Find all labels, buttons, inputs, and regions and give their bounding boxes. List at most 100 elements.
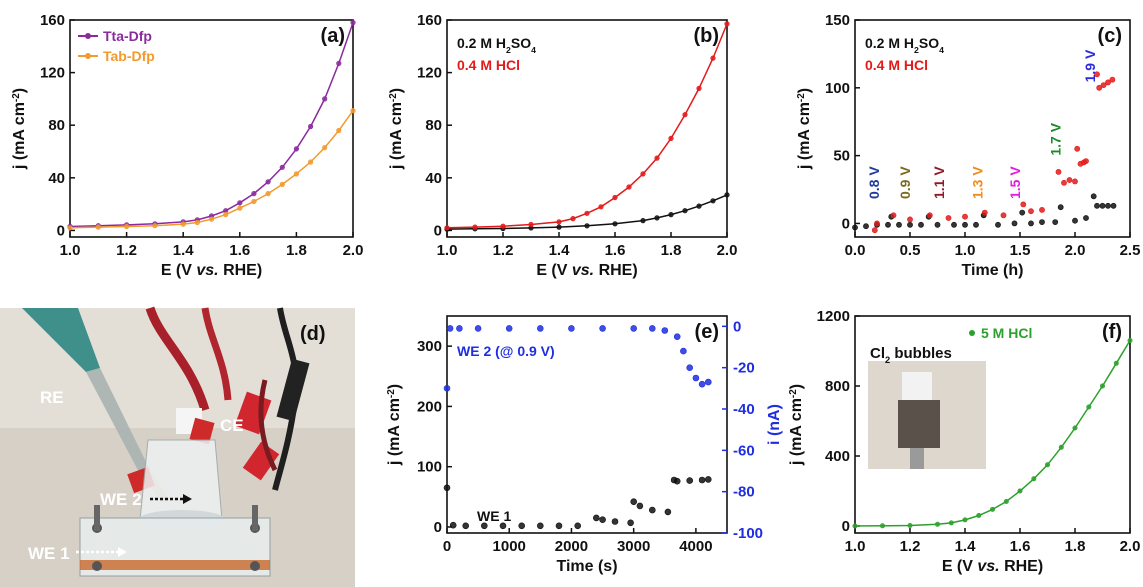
data-point-f-0	[1058, 444, 1064, 450]
data-point-e-0	[536, 522, 544, 530]
x-tick-label-a: 1.2	[116, 242, 137, 259]
data-point-e-1	[599, 325, 606, 332]
data-point-a-0	[350, 20, 356, 26]
x-tick-label-e: 3000	[617, 538, 650, 555]
data-point-c-1	[1083, 158, 1089, 164]
step-voltage-label-2: 1.1 V	[931, 166, 947, 199]
data-point-c-1	[1028, 208, 1034, 215]
step-voltage-label-5: 1.7 V	[1048, 122, 1064, 155]
data-point-c-1	[871, 227, 878, 234]
y-tick-label-c: 100	[825, 80, 850, 97]
x-tick-label-f: 1.4	[955, 538, 977, 555]
data-point-a-0	[293, 146, 300, 152]
data-point-b-1	[472, 224, 478, 230]
series-line-b-1	[446, 23, 728, 229]
data-point-b-1	[626, 184, 632, 190]
x-tick-label-e: 0	[443, 538, 451, 555]
data-point-b-1	[696, 85, 702, 91]
data-point-e-1	[630, 325, 638, 332]
data-point-f-0	[1045, 462, 1051, 468]
x-tick-label-c: 1.5	[1010, 242, 1031, 259]
x-tick-label-c: 2.5	[1120, 242, 1141, 259]
data-point-c-0	[918, 221, 924, 228]
data-point-c-1	[1096, 84, 1103, 91]
data-point-c-0	[896, 221, 902, 228]
photo-label-we1: WE 1	[28, 544, 70, 563]
data-point-b-1	[598, 204, 604, 210]
data-point-b-1	[556, 219, 562, 225]
black-cables-drawing	[258, 307, 310, 491]
data-point-e-0	[664, 508, 672, 516]
y-right-tick-label-e: -40	[733, 401, 755, 418]
data-point-b-1	[584, 210, 590, 216]
y-right-tick-label-e: -60	[733, 442, 755, 459]
data-point-c-0	[1011, 220, 1018, 227]
legend-marker-a-1	[85, 53, 91, 59]
data-point-c-0	[1105, 202, 1111, 209]
x-tick-label-b: 1.4	[549, 242, 571, 259]
data-point-b-0	[640, 218, 646, 224]
step-voltage-label-1: 0.9 V	[897, 166, 913, 199]
y-tick-label-f: 400	[825, 448, 850, 465]
x-tick-label-a: 1.0	[60, 242, 81, 259]
data-point-e-0	[574, 522, 582, 530]
plot-frame-b	[446, 19, 728, 238]
data-point-b-1	[654, 155, 660, 161]
y-tick-label-a: 0	[57, 222, 65, 239]
data-point-b-0	[612, 221, 618, 227]
y-tick-label-f: 0	[842, 518, 850, 535]
data-point-b-1	[570, 216, 576, 222]
y-axis-label-b: j (mA cm-2)	[388, 88, 406, 170]
data-point-f-0	[1003, 498, 1009, 504]
data-point-c-1	[1020, 201, 1027, 208]
data-point-a-1	[123, 223, 130, 230]
data-point-a-1	[322, 145, 328, 151]
x-tick-label-f: 1.2	[900, 538, 921, 555]
inset-caption-f: Cl2 bubbles	[870, 345, 952, 365]
data-point-e-1	[446, 325, 454, 332]
x-tick-label-b: 1.0	[437, 242, 458, 259]
plot-frame-f	[854, 315, 1131, 534]
data-point-c-1	[1061, 179, 1067, 186]
data-point-c-0	[1072, 217, 1078, 224]
y-axis-label-f: j (mA cm-2)	[788, 384, 806, 466]
data-point-c-0	[863, 223, 869, 230]
data-point-e-1	[456, 325, 463, 332]
y-tick-label-a: 40	[48, 170, 65, 187]
chart-b: 1.0 1.2 1.4 1.6 1.8 2.0 0 40 80 120 160 E (V vs. RH…	[388, 12, 738, 279]
data-point-e-0	[480, 522, 488, 530]
data-point-e-0	[462, 522, 470, 530]
data-point-c-1	[890, 212, 897, 219]
data-point-c-1	[1074, 145, 1081, 152]
y-tick-label-e: 300	[417, 338, 442, 355]
y-tick-label-b: 160	[417, 12, 442, 29]
data-point-a-0	[308, 123, 314, 130]
y-tick-label-f: 1200	[817, 308, 850, 325]
photo-label-we2: WE 2	[100, 490, 142, 509]
data-point-a-0	[279, 164, 285, 170]
data-point-b-1	[724, 21, 730, 27]
data-point-c-0	[995, 221, 1001, 228]
x-tick-label-b: 1.2	[493, 242, 514, 259]
data-point-e-0	[698, 476, 706, 484]
photo-label-re: RE	[40, 388, 64, 407]
data-point-c-1	[1094, 71, 1100, 78]
step-voltage-label-6: 1.9 V	[1082, 49, 1098, 82]
data-point-c-0	[934, 221, 941, 228]
data-point-c-0	[973, 221, 979, 228]
data-point-e-0	[686, 477, 694, 484]
y-tick-label-c: 50	[833, 148, 850, 165]
data-point-e-0	[611, 518, 619, 525]
legend-label-c-1: 0.4 M HCl	[865, 57, 928, 73]
data-point-f-0	[1031, 476, 1037, 482]
y-right-tick-label-e: -20	[733, 360, 755, 377]
data-point-c-1	[1105, 79, 1111, 86]
y-right-tick-label-e: -80	[733, 484, 755, 501]
data-point-e-0	[648, 506, 656, 514]
data-point-a-1	[279, 181, 285, 187]
data-point-c-1	[1000, 212, 1007, 219]
data-point-e-1	[505, 325, 513, 332]
legend-label-b-1: 0.4 M HCl	[457, 57, 520, 73]
x-tick-label-b: 2.0	[717, 242, 738, 259]
y-tick-label-b: 40	[425, 170, 442, 187]
